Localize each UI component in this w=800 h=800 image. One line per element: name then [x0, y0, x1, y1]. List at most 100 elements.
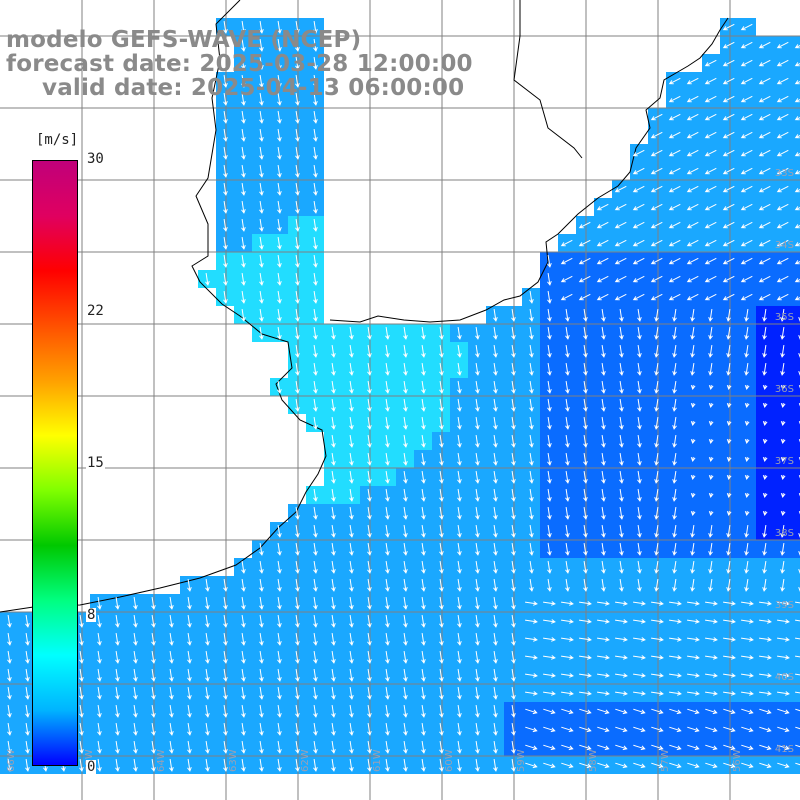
wind-arrow [259, 201, 264, 214]
wind-arrow [385, 363, 390, 376]
wind-arrow [259, 21, 264, 34]
wind-arrow [151, 759, 156, 772]
wind-arrow [169, 759, 174, 772]
wind-arrow [798, 587, 800, 592]
wind-arrow [615, 762, 628, 769]
wind-arrow [511, 543, 516, 556]
wind-arrow [295, 741, 300, 754]
wind-arrow [241, 723, 246, 736]
wind-arrow [708, 309, 713, 322]
wind-arrow [690, 510, 696, 517]
wind-arrow [259, 75, 264, 88]
wind-arrow [475, 525, 480, 538]
wind-arrow [331, 543, 336, 556]
wind-arrow [493, 417, 498, 430]
wind-arrow [457, 525, 462, 538]
wind-arrow [331, 651, 336, 664]
wind-arrow [547, 255, 552, 268]
wind-arrow [385, 345, 390, 358]
wind-cell [792, 756, 800, 774]
wind-arrow [795, 762, 800, 766]
wind-arrow [654, 381, 659, 394]
wind-arrow [295, 579, 300, 592]
wind-arrow [151, 633, 156, 646]
wind-arrow [475, 345, 480, 358]
wind-arrow [403, 705, 408, 718]
wind-arrow [241, 75, 246, 88]
wind-arrow [187, 651, 192, 664]
wind-arrow [241, 759, 246, 772]
wind-arrow [601, 489, 606, 502]
wind-arrow [331, 759, 336, 772]
wind-arrow [511, 453, 516, 466]
wind-cell [792, 54, 800, 72]
wind-arrow [583, 453, 588, 466]
wind-arrow [277, 237, 282, 250]
wind-arrow [97, 651, 102, 664]
wind-arrow [295, 75, 300, 88]
wind-arrow [762, 456, 768, 463]
wind-arrow [561, 637, 574, 642]
wind-arrow [223, 273, 228, 286]
wind-arrow [637, 471, 642, 484]
wind-arrow [367, 597, 372, 610]
wind-arrow [579, 762, 592, 769]
wind-arrow [615, 601, 628, 606]
wind-arrow [475, 435, 480, 448]
wind-arrow [115, 597, 120, 610]
wind-arrow [205, 633, 210, 646]
wind-arrow [726, 438, 732, 445]
wind-arrow [133, 759, 138, 772]
wind-arrow [385, 399, 390, 412]
wind-arrow [241, 291, 246, 304]
wind-arrow [79, 615, 84, 628]
wind-arrow [561, 673, 574, 678]
wind-arrow [722, 95, 735, 103]
wind-arrow [776, 239, 789, 247]
wind-cell [792, 216, 800, 234]
wind-arrow [529, 309, 534, 322]
wind-arrow [403, 417, 408, 430]
wind-arrow [744, 561, 749, 574]
wind-arrow [439, 651, 444, 664]
wind-arrow [241, 21, 246, 34]
wind-arrow [619, 309, 624, 322]
wind-cell [792, 450, 800, 468]
wind-arrow [762, 309, 767, 322]
wind-arrow [223, 237, 228, 250]
wind-arrow [543, 601, 556, 606]
wind-arrow [780, 456, 786, 463]
wind-arrow [277, 183, 282, 196]
wind-arrow [421, 435, 426, 448]
wind-arrow [349, 453, 354, 466]
wind-arrow [669, 655, 682, 660]
wind-arrow [740, 59, 753, 67]
wind-arrow [705, 762, 718, 769]
wind-arrow [619, 471, 624, 484]
wind-arrow [579, 744, 592, 751]
wind-arrow [560, 275, 573, 283]
wind-arrow [668, 185, 681, 193]
wind-arrow [493, 669, 498, 682]
wind-arrow [632, 293, 645, 301]
wind-arrow [669, 619, 682, 624]
wind-arrow [223, 129, 228, 142]
wind-arrow [565, 489, 570, 502]
wind-arrow [561, 708, 574, 715]
wind-arrow [493, 399, 498, 412]
wind-arrow [475, 507, 480, 520]
wind-arrow [313, 147, 318, 160]
latitude-label: 34S [775, 240, 794, 251]
wind-arrow [295, 399, 300, 412]
wind-arrow [475, 633, 480, 646]
wind-arrow [547, 291, 552, 304]
wind-arrow [529, 291, 534, 304]
wind-arrow [762, 345, 767, 358]
wind-arrow [529, 579, 534, 592]
wind-arrow [690, 402, 696, 409]
wind-arrow [758, 275, 771, 283]
wind-arrow [223, 651, 228, 664]
wind-arrow [547, 507, 552, 520]
wind-arrow [115, 687, 120, 700]
wind-arrow [115, 633, 120, 646]
